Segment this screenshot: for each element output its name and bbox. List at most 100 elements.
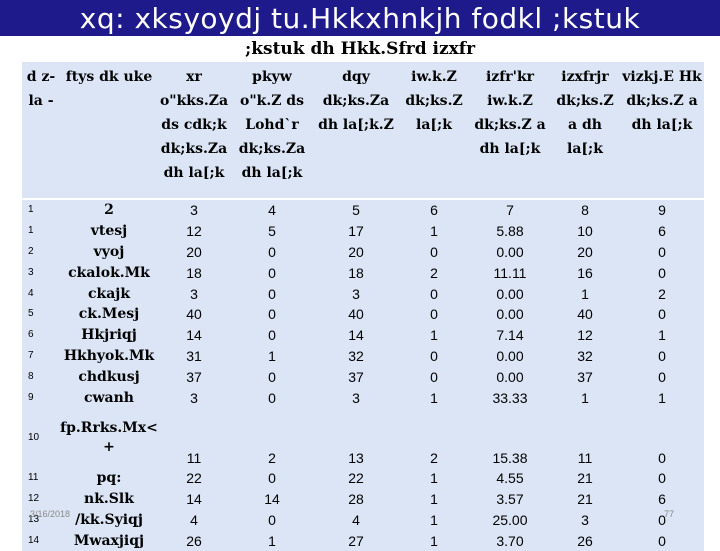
cell-in-progress: 12 [577,327,593,344]
cell-previous-pending: 20 [186,243,202,260]
cell-current-sanctioned: 0 [268,306,276,323]
cell-total: 3 [352,285,360,302]
cell-not-started: 6 [658,223,666,240]
cell-district-name: nk.Slk [84,491,134,508]
cell-district-name: chdkusj [78,368,140,385]
cell-in-progress: 37 [577,368,593,385]
cell-not-started: 0 [658,532,666,549]
cell-percent-completed: 0.00 [496,243,524,260]
header-in-progress: izxfrjr dk;ks.Z a dh la[;k [550,62,620,200]
slide-subtitle: ;kstuk dh Hkk.Sfrd izxfr [244,39,476,59]
cell-total: 4 [352,511,360,528]
header-serial: d z-la - [22,62,60,200]
cell-previous-pending: 40 [186,306,202,323]
cell-not-started: 0 [658,368,666,385]
cell-percent-completed: 25.00 [492,511,528,528]
cell-percent-completed: 3.57 [496,491,524,508]
table-row: 3 ckalok.Mk 18 0 18 2 11.11 16 0 [22,262,704,283]
cell-serial: 1 [28,204,34,216]
cell-completed: 1 [430,389,438,406]
table-row: 1 2 3 4 5 6 7 8 9 [22,199,704,221]
cell-total: 13 [348,449,364,466]
cell-current-sanctioned: 0 [268,285,276,302]
cell-previous-pending: 14 [186,491,202,508]
cell-in-progress: 1 [581,285,589,302]
cell-completed: 1 [430,223,438,240]
cell-serial: 12 [28,493,40,505]
cell-district-name: ckalok.Mk [68,264,150,281]
page-number: 77 [664,509,675,519]
cell-district-name: 2 [104,202,114,219]
cell-in-progress: 8 [581,202,589,219]
cell-current-sanctioned: 5 [268,223,276,240]
cell-in-progress: 21 [577,470,593,487]
cell-not-started: 0 [658,449,666,466]
cell-not-started: 0 [658,243,666,260]
cell-current-sanctioned: 2 [268,449,276,466]
cell-percent-completed: 5.88 [496,223,524,240]
cell-in-progress: 11 [577,449,593,466]
cell-not-started: 0 [658,264,666,281]
cell-current-sanctioned: 0 [268,243,276,260]
cell-percent-completed: 7.14 [496,327,524,344]
cell-not-started: 1 [658,327,666,344]
cell-completed: 0 [430,285,438,302]
cell-previous-pending: 37 [186,368,202,385]
cell-total: 28 [348,491,364,508]
table-row: 10 fp.Rrks.Mx< + 11 2 13 2 15.38 11 0 [22,408,704,468]
cell-serial: 1 [28,225,34,237]
cell-previous-pending: 3 [190,389,198,406]
cell-not-started: 0 [658,470,666,487]
cell-not-started: 0 [658,347,666,364]
cell-serial: 3 [28,266,34,278]
cell-serial: 13 [28,513,40,525]
cell-serial: 4 [28,287,34,299]
cell-in-progress: 21 [577,491,593,508]
cell-completed: 0 [430,306,438,323]
cell-serial: 5 [28,308,34,320]
cell-percent-completed: 7 [506,202,514,219]
cell-total: 20 [348,243,364,260]
header-current-sanctioned: pkyw o"k.Z ds Lohd`r dk;ks.Za dh la[;k [230,62,314,200]
cell-total: 3 [352,389,360,406]
cell-total: 40 [348,306,364,323]
cell-current-sanctioned: 0 [268,327,276,344]
table-row: 13/kk.Syiqj 4 0 4 1 25.00 3 0 [22,510,704,531]
cell-completed: 0 [430,243,438,260]
cell-total: 22 [348,470,364,487]
table-row: 4 ckajk 3 0 3 0 0.00 1 2 [22,283,704,304]
cell-percent-completed: 11.11 [493,264,527,281]
cell-district-name: cwanh [83,389,134,406]
cell-district-name: vtesj [90,223,128,240]
cell-completed: 1 [430,470,438,487]
cell-in-progress: 32 [577,347,593,364]
cell-previous-pending: 26 [186,532,202,549]
cell-completed: 1 [430,491,438,508]
header-percent-completed: izfr'kr iw.k.Z dk;ks.Z a dh la[;k [470,62,550,200]
table-row: 1 vtesj 12 5 17 1 5.88 10 6 [22,221,704,242]
cell-percent-completed: 15.38 [492,449,528,466]
cell-not-started: 1 [658,389,666,406]
cell-district-name: Hkhyok.Mk [63,347,155,364]
title-bar [0,0,720,36]
cell-completed: 1 [430,532,438,549]
cell-current-sanctioned: 0 [268,511,276,528]
cell-district-name: Hkjriqj [81,327,137,344]
cell-completed: 6 [430,202,438,219]
table-row: 8 chdkusj 37 0 37 0 0.00 37 0 [22,366,704,387]
cell-serial: 10 [28,431,40,443]
cell-serial: 9 [28,391,34,403]
cell-total: 14 [348,327,364,344]
header-total: dqy dk;ks.Za dh la[;k.Z [314,62,398,200]
cell-previous-pending: 18 [186,264,202,281]
header-previous-pending: xr o"kks.Za ds cdk;k dk;ks.Za dh la[;k [158,62,230,200]
cell-not-started: 2 [658,285,666,302]
cell-in-progress: 3 [581,511,589,528]
cell-previous-pending: 11 [186,449,202,466]
cell-percent-completed: 0.00 [496,368,524,385]
cell-previous-pending: 3 [190,285,198,302]
cell-current-sanctioned: 4 [268,202,276,219]
cell-in-progress: 20 [577,243,593,260]
cell-previous-pending: 12 [186,223,202,240]
header-not-started: vizkj.E Hk dk;ks.Z a dh la[;k [620,62,704,200]
